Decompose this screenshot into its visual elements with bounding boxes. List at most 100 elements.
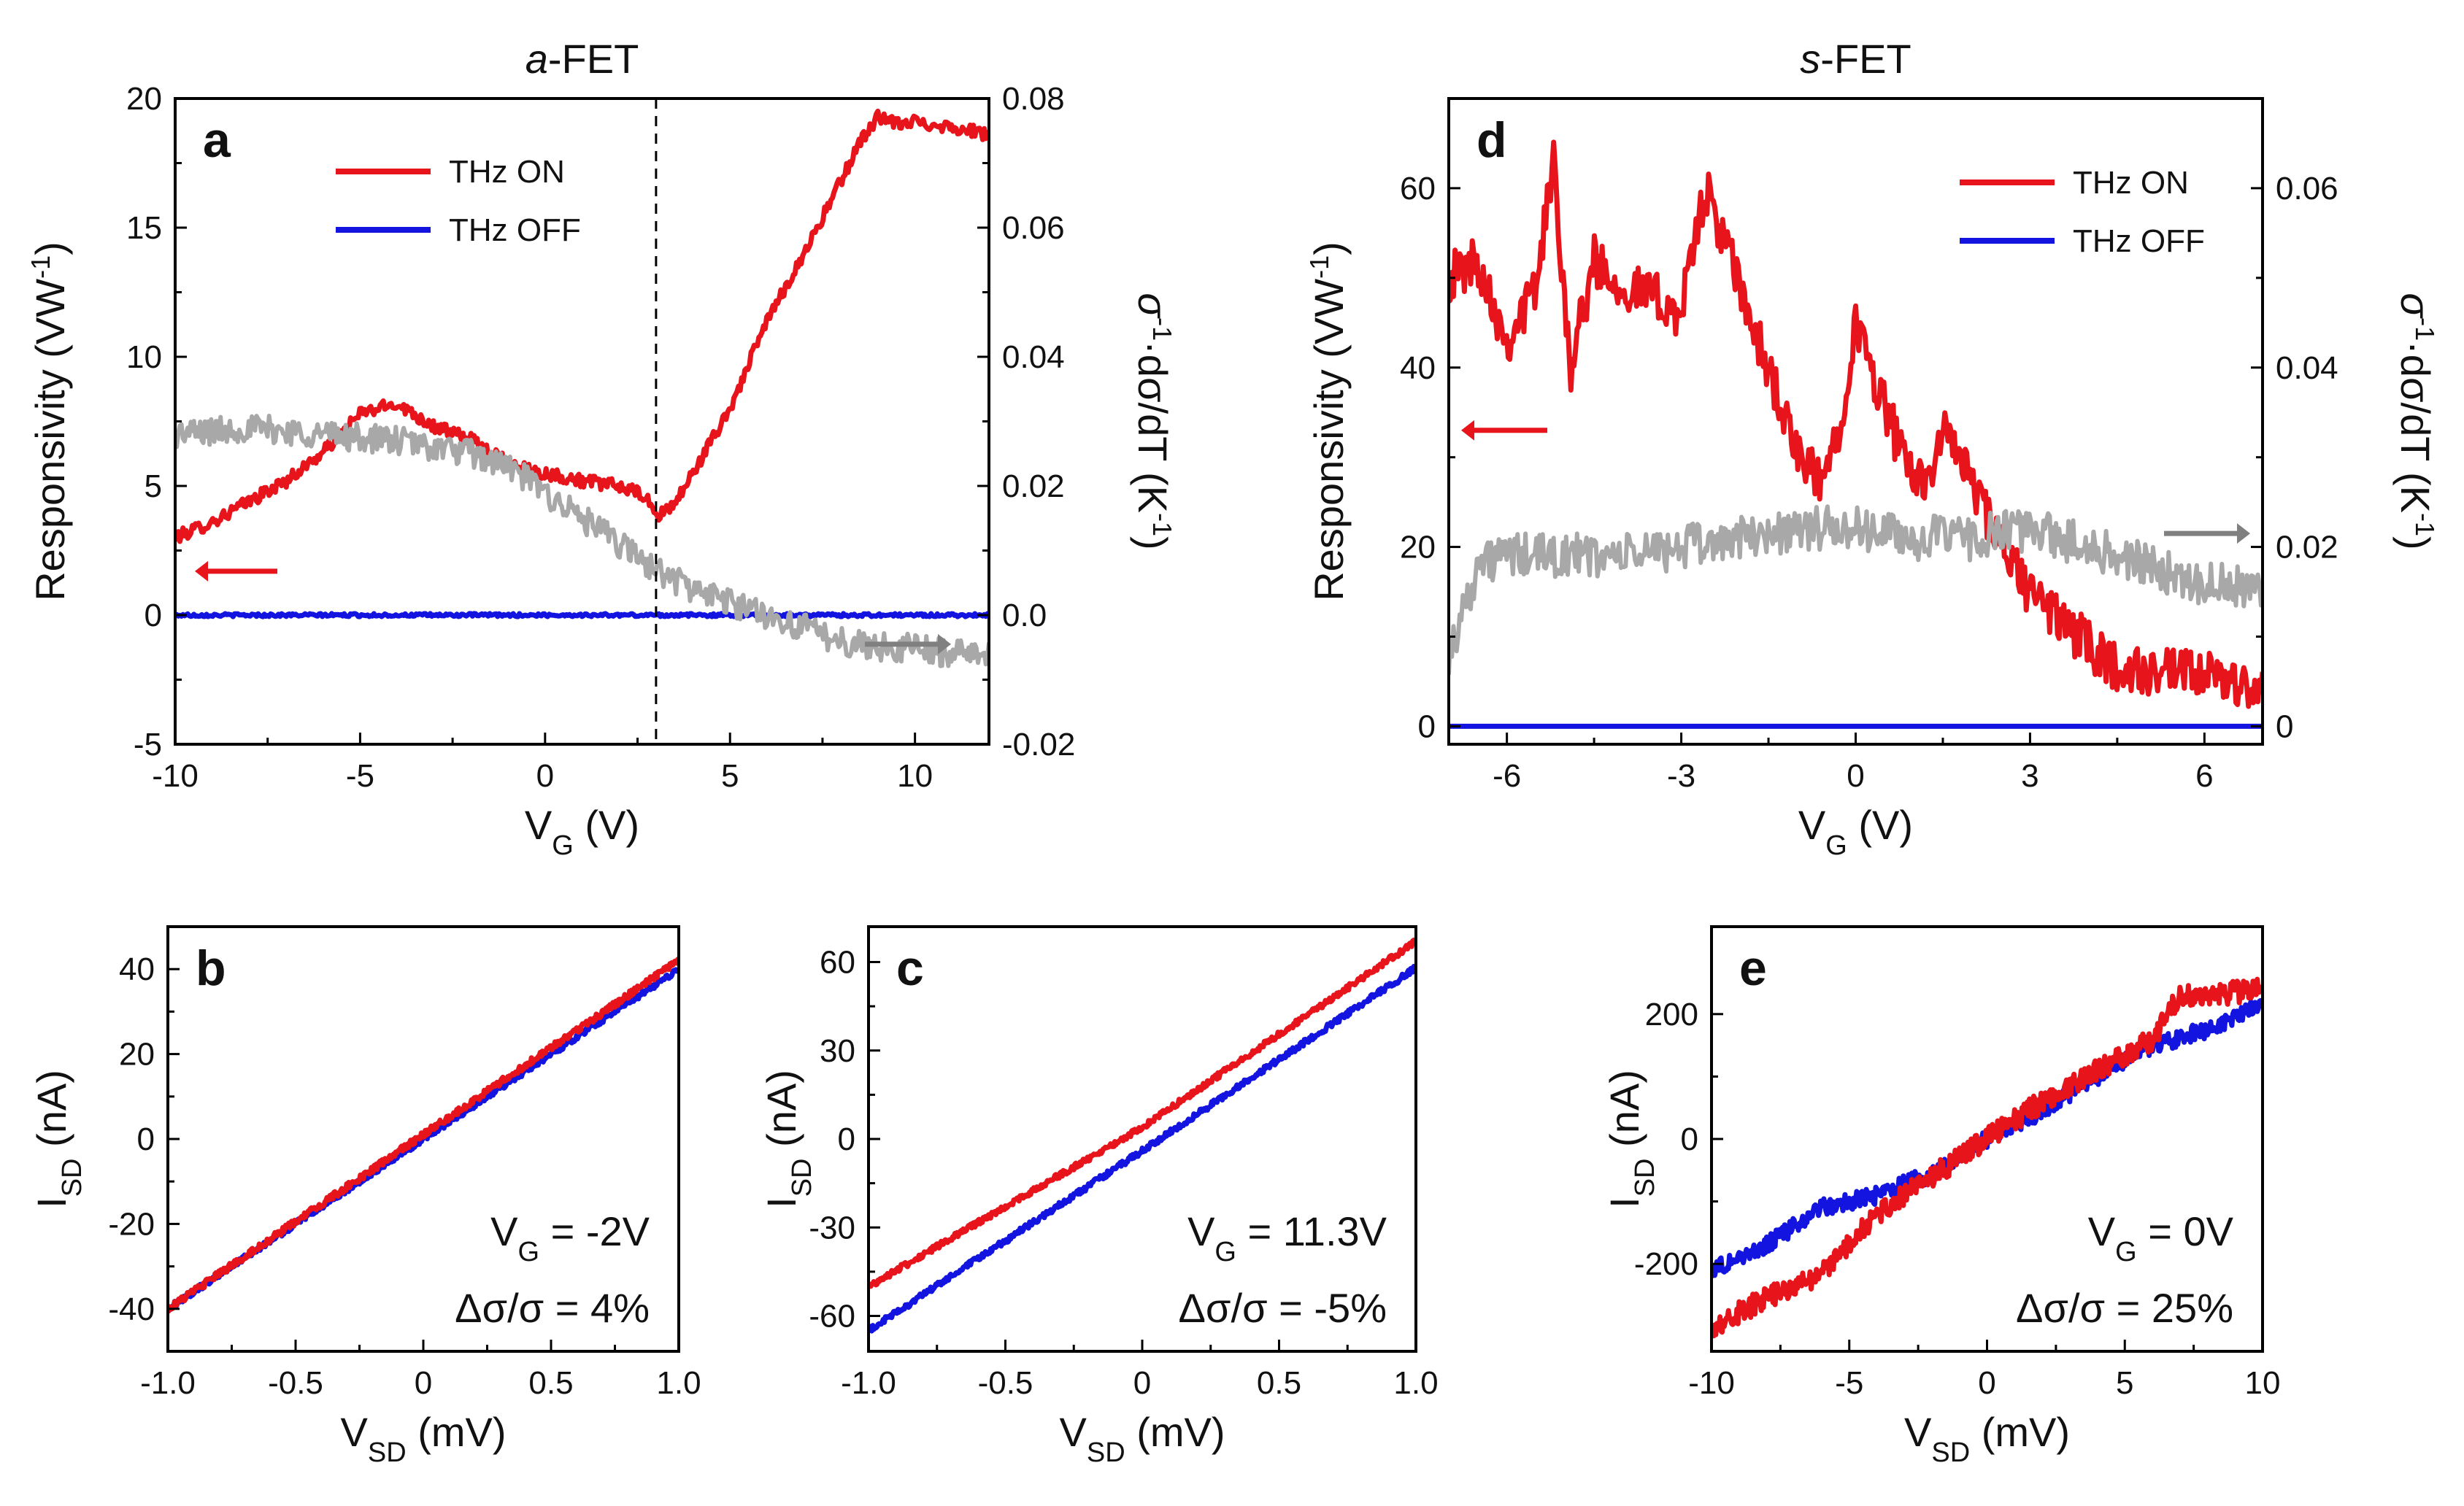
panel-letter: a: [203, 112, 231, 168]
y2-tick-label: 0.06: [2276, 171, 2338, 206]
y-tick-label: -200: [1634, 1246, 1698, 1282]
x-tick-label: 5: [721, 758, 739, 794]
legend-label: THz ON: [2073, 165, 2189, 201]
series-thz-off-line: [869, 964, 1416, 1334]
y-tick-label: -60: [809, 1299, 855, 1335]
y2-tick-label: 0.02: [1002, 468, 1065, 504]
y-tick-label: 20: [126, 81, 162, 117]
y2-axis-label: σ-1·dσ/dT (K-1): [1130, 293, 1178, 549]
series-thz-on-line: [168, 957, 679, 1314]
y-axis-label: ISD (nA): [1601, 1070, 1660, 1208]
y-tick-label: -5: [134, 727, 162, 762]
y2-tick-label: -0.02: [1002, 727, 1075, 762]
y-tick-label: 40: [1400, 350, 1436, 386]
y2-tick-label: 0.06: [1002, 210, 1065, 246]
panel-c: -1.0 -0.5 0 0.5 1.0 -60 -30 0 30 60 VSD (mV) ISD (n…: [758, 925, 1439, 1468]
y2-tick-label: 0.02: [2276, 530, 2338, 565]
left-axis-arrow-head: [1461, 420, 1474, 441]
y-tick-label: 15: [126, 210, 162, 246]
x-tick-label: -6: [1493, 758, 1521, 794]
x-axis-label: VG (V): [1798, 802, 1913, 861]
x-tick-label: 3: [2021, 758, 2038, 794]
y-axis-label: ISD (nA): [28, 1070, 88, 1208]
y-tick-label: 20: [1400, 530, 1436, 565]
gate-voltage-annotation: VG = 0V: [2088, 1208, 2234, 1267]
y-tick-label: 20: [119, 1037, 155, 1073]
x-tick-label: -10: [152, 758, 199, 794]
y-axis-label: Responsivity (VW-1): [26, 242, 74, 601]
x-tick-label: 10: [897, 758, 933, 794]
y-tick-label: -20: [108, 1206, 155, 1242]
x-tick-label: 6: [2195, 758, 2213, 794]
x-tick-label: -0.5: [268, 1365, 323, 1401]
x-tick-label: -0.5: [978, 1365, 1033, 1401]
x-tick-label: 1.0: [656, 1365, 701, 1401]
y2-tick-label: 0: [2276, 708, 2293, 744]
y-tick-label: 200: [1645, 997, 1698, 1032]
y2-tick-label: 0.0: [1002, 598, 1047, 633]
legend-label: THz OFF: [449, 212, 581, 248]
x-axis-label: VSD (mV): [1059, 1409, 1225, 1468]
x-axis-label: VSD (mV): [340, 1409, 506, 1468]
panel-letter: b: [196, 941, 226, 996]
y-tick-label: 0: [1681, 1121, 1698, 1157]
panel-letter: d: [1477, 112, 1507, 168]
x-tick-label: -3: [1667, 758, 1695, 794]
panel-e: -10 -5 0 5 10 -200 0 200 VSD (mV) ISD (nA) e VG = 0…: [1601, 925, 2281, 1468]
panel-letter: e: [1739, 941, 1767, 996]
x-tick-label: 5: [2116, 1365, 2133, 1401]
x-tick-label: -5: [346, 758, 374, 794]
x-tick-label: 0: [415, 1365, 432, 1401]
right-axis-arrow-head: [2237, 523, 2250, 544]
y-tick-label: -30: [809, 1210, 855, 1246]
y-tick-label: 0: [838, 1121, 855, 1157]
x-tick-label: 0: [1133, 1365, 1151, 1401]
series-thz-on-line: [1712, 976, 2263, 1339]
x-tick-label: 1.0: [1393, 1365, 1438, 1401]
y2-tick-label: 0.08: [1002, 81, 1065, 117]
panel-b: -1.0 -0.5 0 0.5 1.0 -40 -20 0 20 40 VSD (mV) ISD (n…: [28, 925, 701, 1468]
gate-voltage-annotation: VG = -2V: [490, 1208, 650, 1267]
series-thz-on-line: [1449, 139, 2263, 709]
conductance-change-annotation: Δσ/σ = -5%: [1179, 1285, 1387, 1331]
legend-label: THz OFF: [2073, 223, 2205, 259]
y2-tick-label: 0.04: [2276, 350, 2338, 386]
gate-voltage-annotation: VG = 11.3V: [1187, 1208, 1387, 1267]
x-axis-label: VG (V): [525, 802, 639, 861]
conductance-change-annotation: Δσ/σ = 4%: [455, 1285, 650, 1331]
left-axis-arrow-head: [195, 560, 208, 582]
y-tick-label: 5: [145, 468, 162, 504]
series-1-d-dt-line: [175, 414, 989, 668]
y-tick-label: 30: [820, 1033, 855, 1069]
y-tick-label: 40: [119, 951, 155, 987]
series-thz-on-line: [175, 108, 989, 544]
x-tick-label: 0.5: [1257, 1365, 1301, 1401]
x-axis-label: VSD (mV): [1904, 1409, 2070, 1468]
series-1-d-dt-line: [1449, 504, 2263, 675]
x-tick-label: 0.5: [528, 1365, 573, 1401]
x-tick-label: -1.0: [140, 1365, 196, 1401]
y-tick-label: 0: [137, 1121, 155, 1157]
x-tick-label: -5: [1835, 1365, 1863, 1401]
conductance-change-annotation: Δσ/σ = 25%: [2016, 1285, 2233, 1331]
y-tick-label: -40: [108, 1291, 155, 1327]
panel-title: s-FET: [1800, 36, 1911, 82]
x-tick-label: -10: [1688, 1365, 1735, 1401]
x-tick-label: 0: [1847, 758, 1864, 794]
series-thz-on-line: [869, 938, 1416, 1289]
y-axis-label: ISD (nA): [758, 1070, 817, 1208]
y-tick-label: 0: [1418, 708, 1436, 744]
y-axis-label: Responsivity (VW-1): [1304, 242, 1352, 601]
y-tick-label: 60: [1400, 171, 1436, 206]
panel-title: a-FET: [525, 36, 639, 82]
series-thz-off-line: [1712, 997, 2263, 1278]
right-axis-arrow-head: [938, 633, 951, 654]
x-tick-label: -1.0: [841, 1365, 896, 1401]
x-tick-label: 0: [536, 758, 554, 794]
x-tick-label: 10: [2245, 1365, 2281, 1401]
y2-axis-label: σ-1·dσ/dT (K-1): [2392, 293, 2441, 549]
y2-tick-label: 0.04: [1002, 339, 1065, 375]
y-tick-label: 10: [126, 339, 162, 375]
